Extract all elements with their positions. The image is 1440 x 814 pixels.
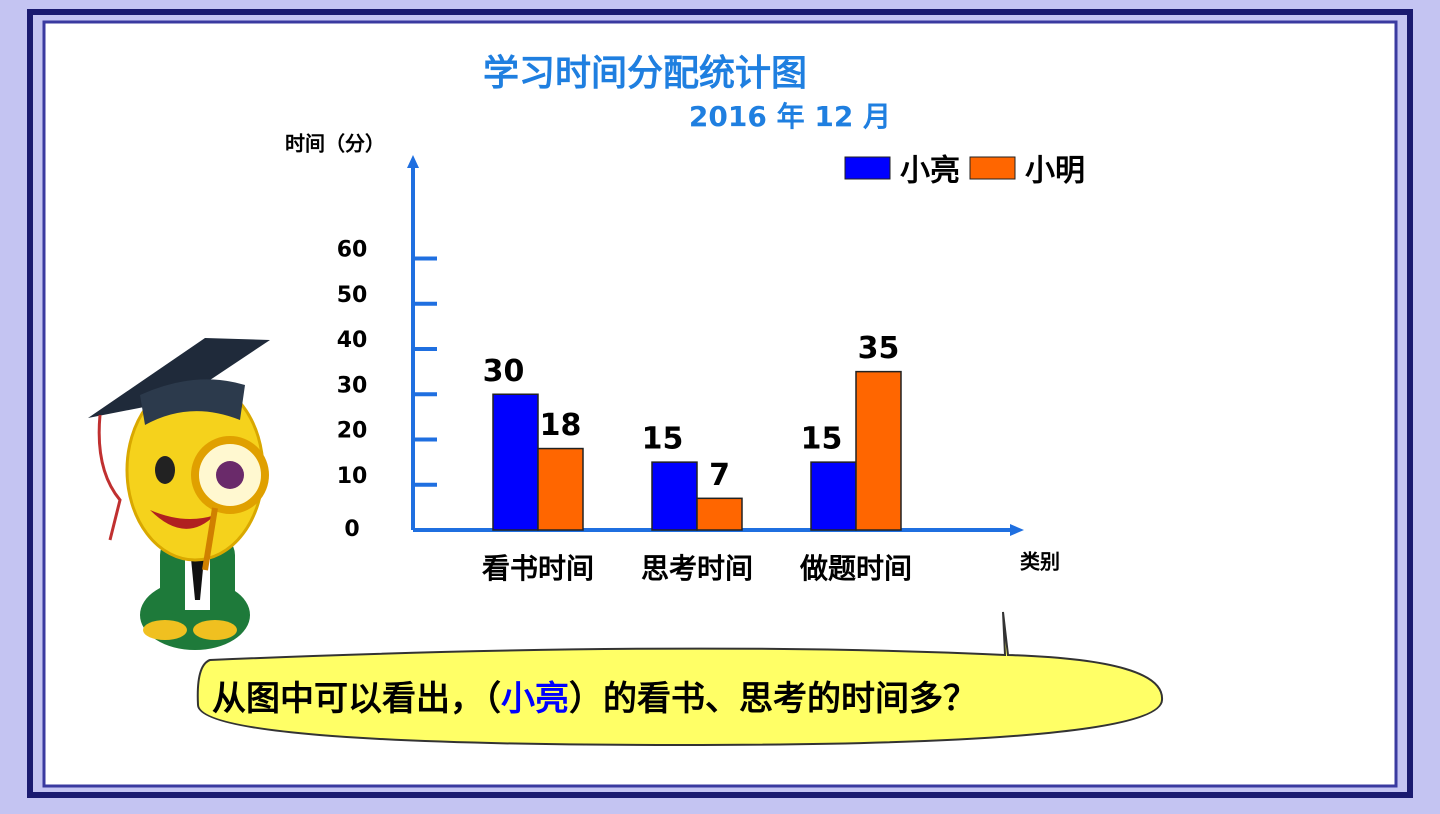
bar bbox=[492, 393, 539, 531]
x-axis-label: 类别 bbox=[1020, 550, 1060, 574]
y-tick-label: 50 bbox=[337, 283, 368, 308]
callout-suffix: ）的看书、思考的时间多？ bbox=[569, 679, 977, 719]
y-axis-arrow bbox=[407, 155, 419, 168]
bar bbox=[651, 461, 698, 531]
data-label: 35 bbox=[858, 331, 900, 366]
y-tick-label: 40 bbox=[337, 328, 368, 353]
x-tick-label: 看书时间 bbox=[482, 552, 594, 585]
legend-swatch bbox=[969, 156, 1016, 180]
chart-subtitle: 2016 年 12 月 bbox=[689, 100, 891, 133]
x-tick-label: 做题时间 bbox=[799, 552, 912, 585]
x-tick-label: 思考时间 bbox=[641, 552, 753, 585]
legend-label: 小明 bbox=[1025, 154, 1085, 189]
bar bbox=[810, 461, 857, 531]
legend-label: 小亮 bbox=[900, 154, 960, 189]
data-label: 15 bbox=[642, 422, 684, 457]
data-label: 30 bbox=[483, 354, 525, 389]
x-axis-arrow bbox=[1010, 524, 1024, 536]
mascot bbox=[88, 338, 270, 650]
callout-text: 从图中可以看出，（小亮）的看书、思考的时间多？ bbox=[212, 679, 977, 719]
y-tick-label: 60 bbox=[337, 238, 368, 263]
callout-prefix: 从图中可以看出，（ bbox=[212, 679, 501, 719]
chart-title: 学习时间分配统计图 bbox=[483, 52, 807, 94]
y-tick-label: 30 bbox=[337, 373, 368, 398]
y-tick-label: 0 bbox=[344, 517, 359, 542]
bar bbox=[537, 447, 584, 531]
y-tick-label: 20 bbox=[337, 419, 368, 444]
callout-bubble bbox=[196, 611, 1164, 747]
y-axis-label: 时间（分） bbox=[285, 132, 385, 156]
bar bbox=[855, 370, 902, 531]
bar bbox=[696, 497, 743, 531]
data-label: 15 bbox=[801, 422, 843, 457]
data-label: 18 bbox=[540, 408, 582, 443]
y-tick-label: 10 bbox=[337, 464, 368, 489]
legend-swatch bbox=[844, 156, 891, 180]
data-label: 7 bbox=[709, 458, 730, 493]
callout-answer: 小亮 bbox=[501, 679, 569, 719]
